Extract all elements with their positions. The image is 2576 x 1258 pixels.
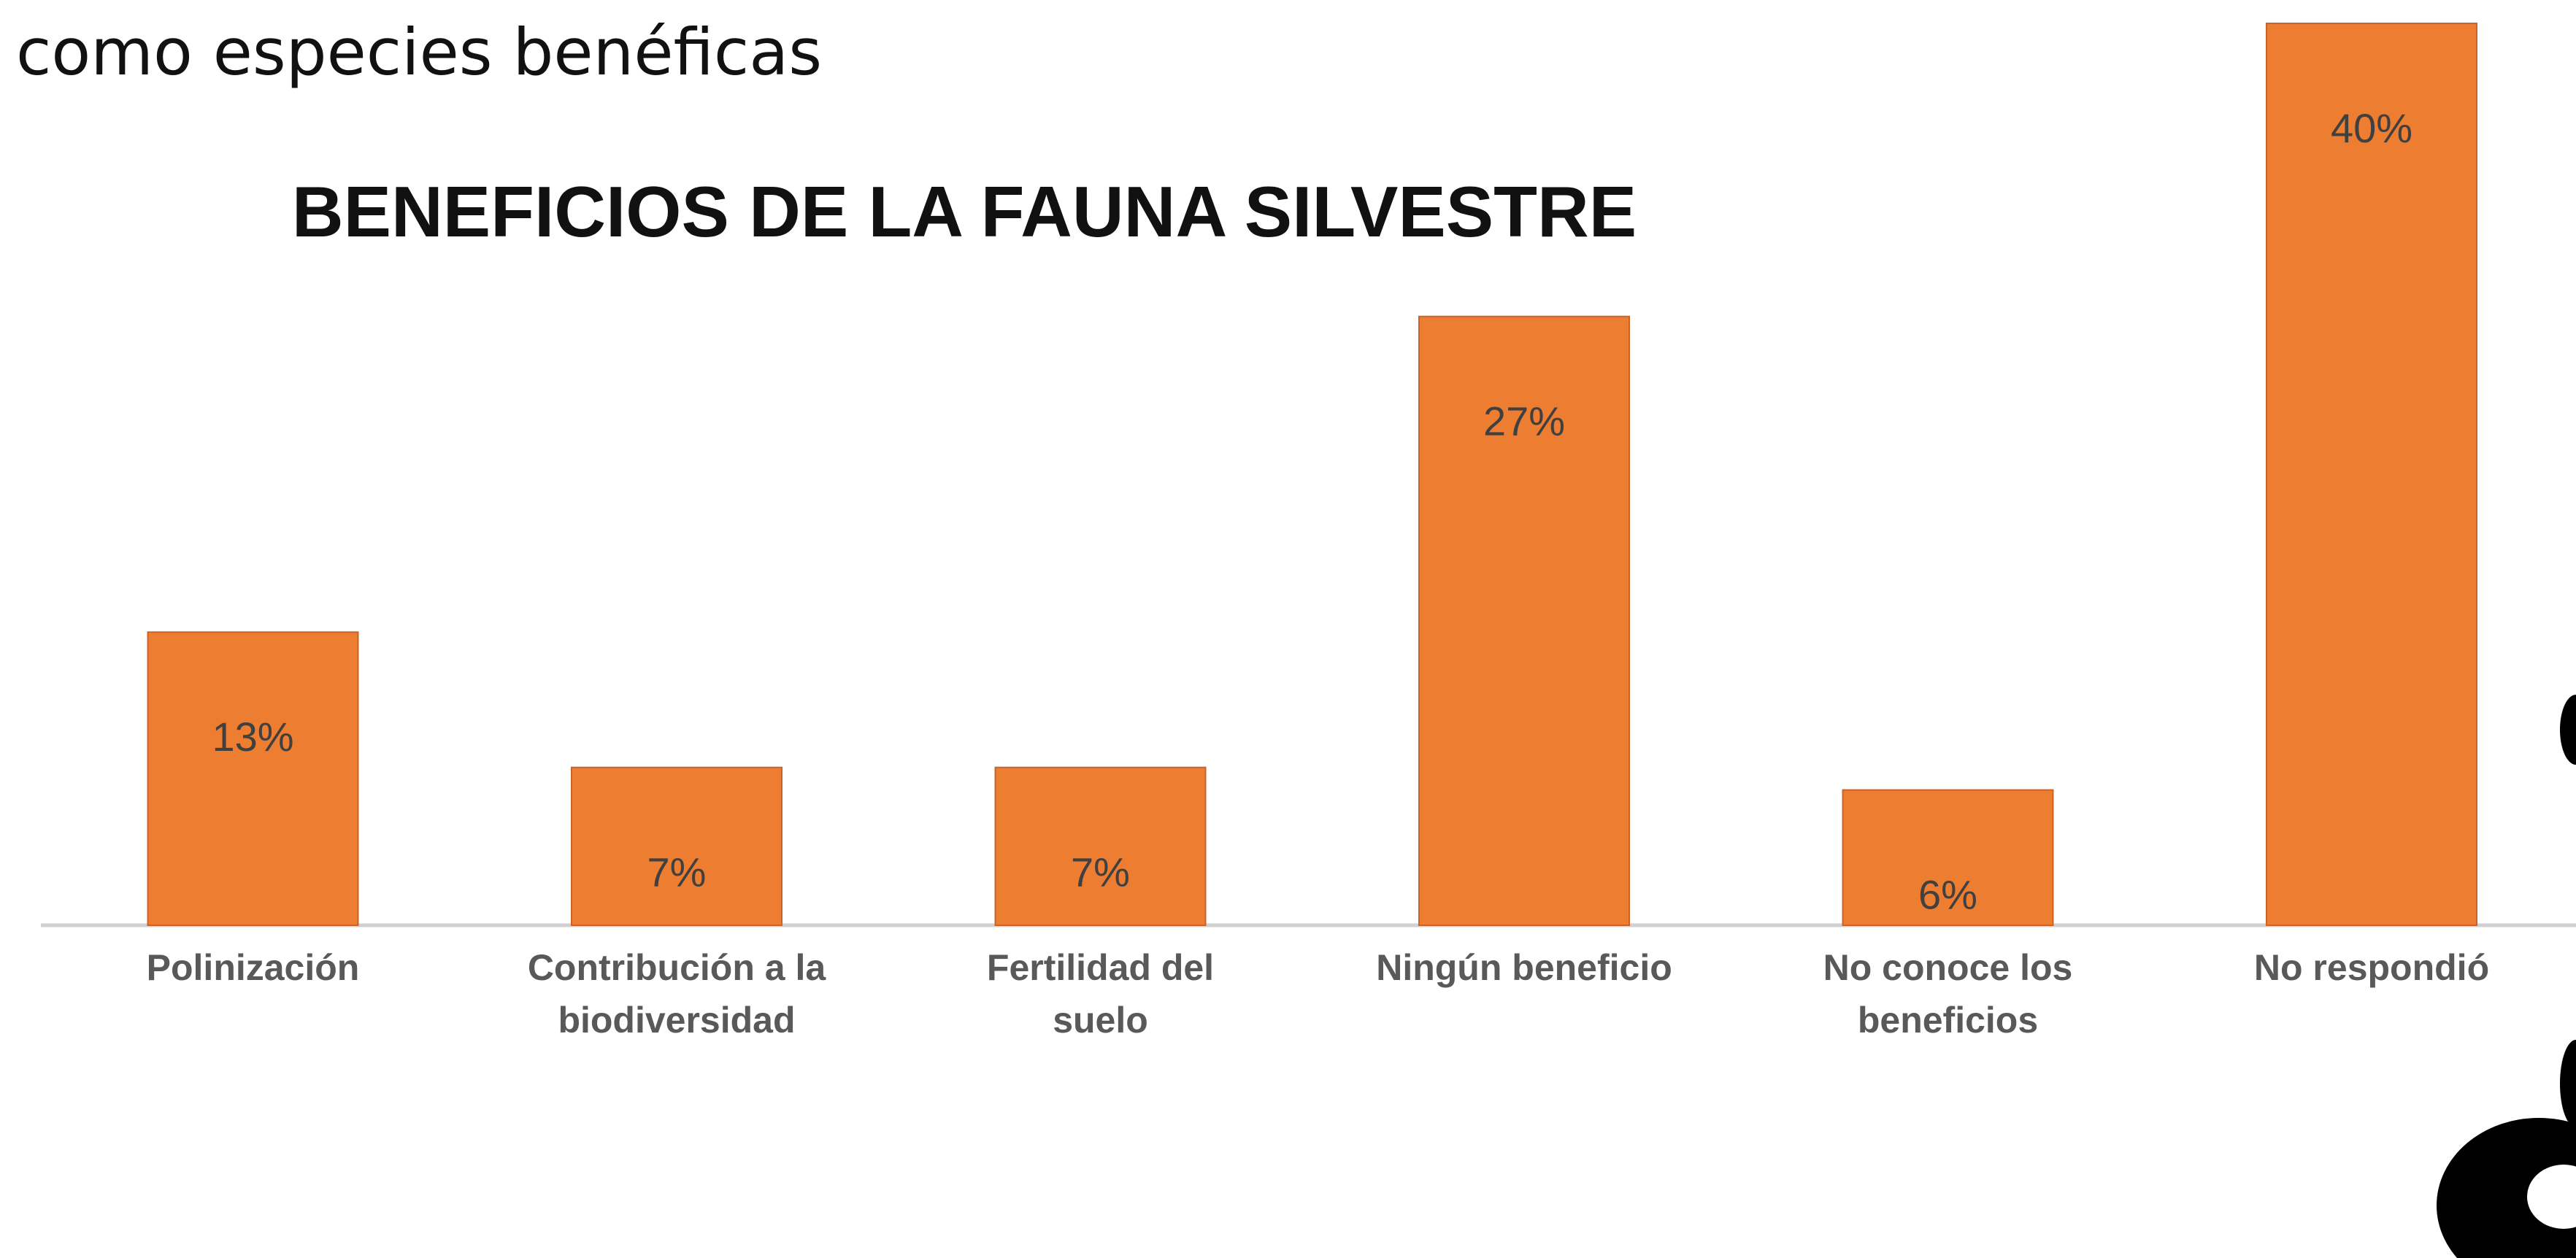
value-label: 6% (1918, 871, 1977, 917)
x-tick-label: Ningún beneficio (1320, 941, 1729, 994)
bar (148, 632, 358, 925)
slide: como especies benéficas BENEFICIOS DE LA… (0, 0, 2576, 1258)
x-tick-label: Polinización (49, 941, 458, 994)
x-tick-label: No respondió (2167, 941, 2576, 994)
chart: BENEFICIOS DE LA FAUNA SILVESTRE 13% 7% 7%… (0, 0, 2576, 1258)
chart-title: BENEFICIOS DE LA FAUNA SILVESTRE (292, 171, 1637, 252)
bar (996, 768, 1206, 925)
x-tick-label: Fertilidad del suelo (896, 941, 1305, 1046)
value-label: 7% (1071, 849, 1130, 895)
value-label: 27% (1483, 398, 1565, 444)
x-tick-label: No conoce los beneficios (1744, 941, 2153, 1046)
bar (572, 768, 782, 925)
value-label: 13% (212, 714, 293, 760)
bar (2267, 23, 2477, 925)
value-label: 40% (2331, 105, 2412, 151)
x-tick-label: Contribución a la biodiversidad (472, 941, 881, 1046)
value-label: 7% (647, 849, 707, 895)
